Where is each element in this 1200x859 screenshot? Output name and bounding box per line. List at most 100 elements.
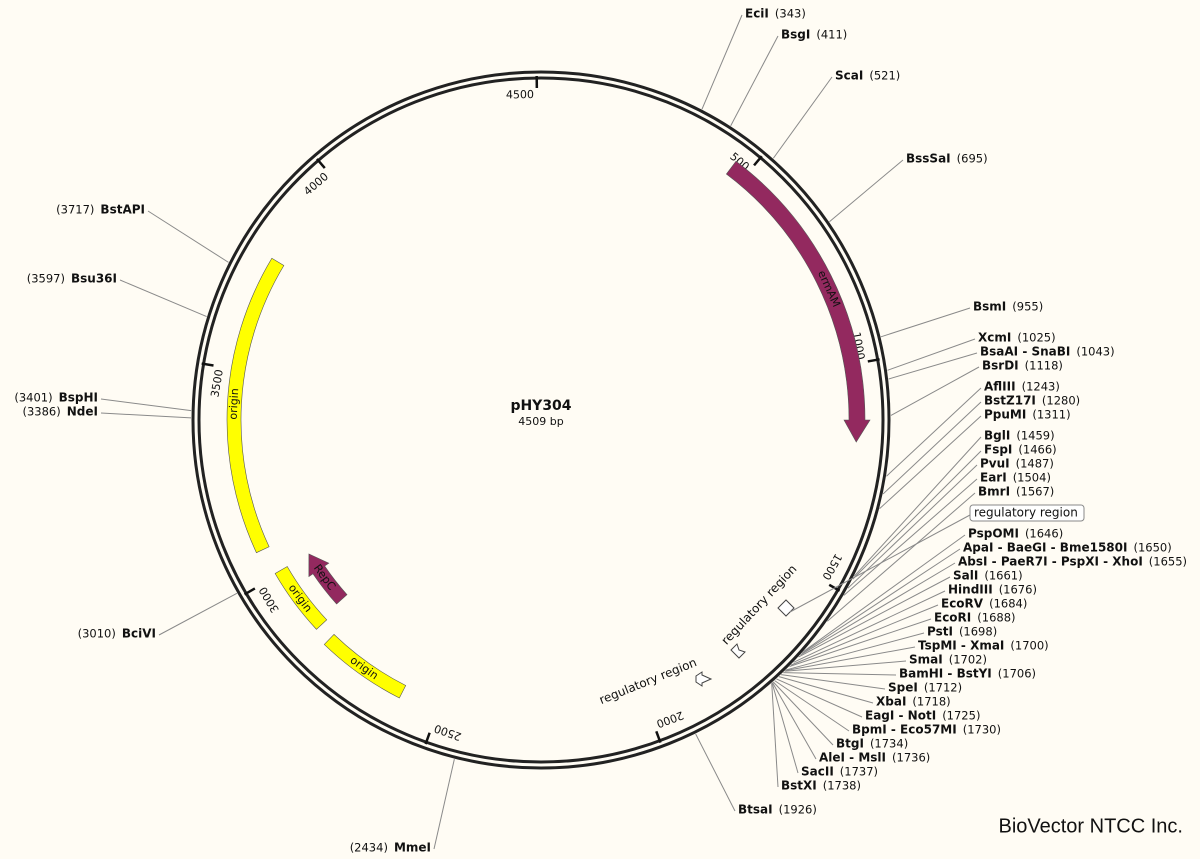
tick-mark xyxy=(655,730,662,744)
enzyme-position: (1118) xyxy=(1025,359,1063,373)
enzyme-name: SalI xyxy=(953,569,978,583)
enzyme-position: (1702) xyxy=(949,653,987,667)
tick-label: 3000 xyxy=(256,584,281,615)
enzyme-name: BamHI - BstYI xyxy=(899,667,992,681)
enzyme-position: (1280) xyxy=(1042,394,1080,408)
lead-line xyxy=(803,534,966,652)
enzyme-name: FspI xyxy=(984,443,1012,457)
enzyme-position: (1504) xyxy=(1013,471,1051,485)
lead-line xyxy=(778,676,874,704)
enzyme-name: XbaI xyxy=(876,695,906,709)
lead-line xyxy=(784,660,907,672)
feature-label: origin xyxy=(227,388,242,420)
enzyme-position: (1655) xyxy=(1149,555,1187,569)
enzyme-name: BsgI xyxy=(781,28,810,42)
enzyme-position: (1734) xyxy=(870,737,908,751)
enzyme-position: (1730) xyxy=(963,723,1001,737)
feature-label: regulatory region xyxy=(974,506,1078,520)
lead-line xyxy=(888,352,978,380)
enzyme-position: (1676) xyxy=(999,583,1037,597)
enzyme-position: (1661) xyxy=(984,569,1022,583)
lead-line xyxy=(776,678,863,718)
lead-line xyxy=(882,401,982,495)
tick-mark xyxy=(867,358,880,363)
brand: BioVector NTCC Inc. xyxy=(998,815,1183,837)
lead-line xyxy=(730,35,779,127)
lead-line xyxy=(785,646,916,672)
tick-mark xyxy=(316,158,326,169)
enzyme-name: PpuMI xyxy=(984,408,1026,422)
enzyme-position: (1738) xyxy=(823,779,861,793)
enzyme-name: PvuI xyxy=(980,457,1010,471)
feature-arc xyxy=(274,566,328,630)
enzyme-position: (1688) xyxy=(977,611,1015,625)
enzyme-name: BsaAI - SnaBI xyxy=(980,345,1070,359)
enzyme-position: (1466) xyxy=(1018,443,1056,457)
lead-line xyxy=(801,548,961,654)
enzyme-name: BmrI xyxy=(978,485,1010,499)
tick-mark xyxy=(243,587,256,596)
feature-arc xyxy=(226,257,285,554)
lead-line xyxy=(843,478,978,596)
backbone-inner xyxy=(197,76,885,764)
enzyme-position: (411) xyxy=(816,28,847,42)
enzyme-name: EcoRI xyxy=(934,611,971,625)
enzyme-position: (695) xyxy=(957,152,988,166)
tick-mark xyxy=(424,732,431,745)
enzyme-position: (1043) xyxy=(1076,345,1114,359)
enzyme-name: PspOMI xyxy=(968,527,1019,541)
enzyme-position: (1243) xyxy=(1022,380,1060,394)
enzyme-position: (343) xyxy=(775,7,806,21)
lead-line xyxy=(119,279,207,318)
regulatory-glyph xyxy=(777,599,795,617)
enzyme-position: (1737) xyxy=(840,765,878,779)
lead-line xyxy=(701,14,743,110)
enzyme-name: EciI xyxy=(745,7,769,21)
enzyme-position: (521) xyxy=(869,69,900,83)
enzyme-position: (1926) xyxy=(779,803,817,817)
lead-line xyxy=(887,338,976,371)
lead-line xyxy=(433,758,455,850)
enzyme-position: (1684) xyxy=(989,597,1027,611)
regulatory-glyph xyxy=(730,643,746,659)
enzyme-position: (1459) xyxy=(1016,429,1054,443)
enzyme-name: BstZ17I xyxy=(984,394,1036,408)
lead-line xyxy=(879,415,982,510)
feature-label: regulatory region xyxy=(597,655,698,707)
enzyme-name: BtsaI xyxy=(738,803,773,817)
enzyme-name: BsrDI xyxy=(982,359,1019,373)
enzyme-name: BpmI - Eco57MI xyxy=(852,723,957,737)
enzyme-position: (3717) xyxy=(56,203,94,217)
enzyme-position: (1700) xyxy=(1010,639,1048,653)
tick-label: 1500 xyxy=(819,551,844,582)
lead-line xyxy=(847,464,978,589)
lead-line xyxy=(774,680,850,732)
enzyme-position: (1712) xyxy=(924,681,962,695)
enzyme-name: AflIII xyxy=(984,380,1016,394)
lead-line xyxy=(853,436,982,577)
lead-line xyxy=(771,683,779,788)
enzyme-position: (3386) xyxy=(23,405,61,419)
enzyme-name: MmeI xyxy=(394,841,431,855)
feature-arc xyxy=(323,633,407,699)
lead-line xyxy=(785,632,925,671)
enzyme-position: (1650) xyxy=(1133,541,1171,555)
enzyme-position: (1706) xyxy=(998,667,1036,681)
enzyme-position: (1698) xyxy=(959,625,997,639)
lead-line xyxy=(790,604,939,666)
lead-line xyxy=(793,590,946,663)
tick-label: 4500 xyxy=(506,88,534,101)
enzyme-name: XcmI xyxy=(978,331,1011,345)
feature-arc xyxy=(725,160,871,443)
enzyme-name: Bsu36I xyxy=(71,272,117,286)
lead-line xyxy=(829,159,904,223)
lead-line xyxy=(852,450,982,580)
enzyme-name: EcoRV xyxy=(941,597,984,611)
enzyme-position: (2434) xyxy=(350,841,388,855)
enzyme-name: TspMI - XmaI xyxy=(918,639,1004,653)
enzyme-name: BspHI xyxy=(59,391,98,405)
enzyme-position: (3010) xyxy=(78,627,116,641)
lead-line xyxy=(771,682,799,774)
enzyme-position: (1725) xyxy=(942,709,980,723)
enzyme-name: ScaI xyxy=(835,69,863,83)
